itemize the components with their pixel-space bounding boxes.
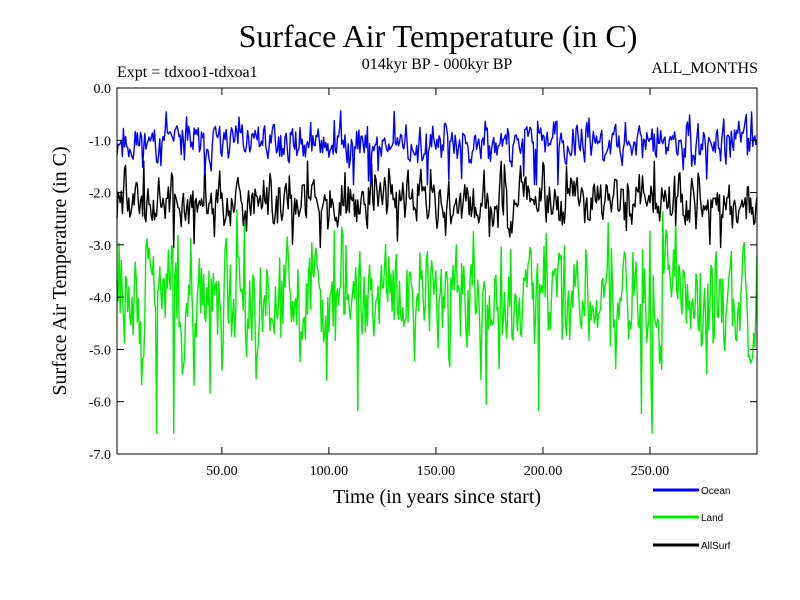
x-axis-label: Time (in years since start) bbox=[333, 486, 541, 508]
months-label: ALL_MONTHS bbox=[651, 60, 758, 77]
y-tick-label: -3.0 bbox=[89, 239, 111, 254]
series-line-allsurf bbox=[116, 160, 758, 249]
x-tick-label: 150.00 bbox=[417, 464, 456, 479]
y-tick-label: -7.0 bbox=[89, 448, 111, 463]
y-tick-label: -6.0 bbox=[89, 396, 111, 411]
series-line-ocean bbox=[116, 110, 758, 186]
x-tick-label: 100.00 bbox=[310, 464, 349, 479]
chart-subtitle: 014kyr BP - 000kyr BP bbox=[362, 56, 513, 73]
y-axis: 0.0 -1.0 -2.0 -3.0 -4.0 -5.0 -6.0 -7.0 bbox=[89, 82, 757, 463]
series-line-land bbox=[116, 209, 758, 434]
legend: Ocean Land AllSurf bbox=[653, 486, 731, 552]
legend-label-land: Land bbox=[701, 513, 723, 524]
legend-label-ocean: Ocean bbox=[701, 486, 730, 497]
y-axis-label: Surface Air Temperature (in C) bbox=[49, 146, 71, 395]
y-tick-label: -4.0 bbox=[89, 291, 111, 306]
x-tick-label: 250.00 bbox=[631, 464, 670, 479]
x-axis: 50.00 100.00 150.00 200.00 250.00 bbox=[206, 88, 669, 479]
x-tick-label: 200.00 bbox=[524, 464, 563, 479]
y-tick-label: -5.0 bbox=[89, 343, 111, 358]
x-tick-label: 50.00 bbox=[206, 464, 238, 479]
chart-title: Surface Air Temperature (in C) bbox=[239, 18, 638, 54]
plot-frame bbox=[116, 87, 758, 455]
y-tick-label: -2.0 bbox=[89, 187, 111, 202]
y-tick-label: 0.0 bbox=[94, 82, 112, 97]
series-layer bbox=[116, 110, 758, 434]
expt-label: Expt = tdxoo1-tdxoa1 bbox=[117, 64, 258, 81]
y-tick-label: -1.0 bbox=[89, 134, 111, 149]
legend-label-allsurf: AllSurf bbox=[701, 541, 731, 552]
